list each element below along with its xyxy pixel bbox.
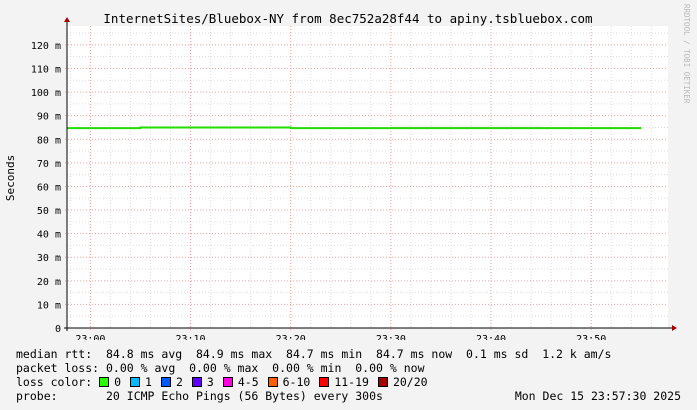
loss-color-item: 2 (160, 375, 183, 389)
loss-color-legend: loss color: 0 1 2 3 4-5 6-10 11-19 20/20 (16, 375, 437, 389)
loss-color-swatch (267, 377, 278, 387)
chart-title: InternetSites/Bluebox-NY from 8ec752a28f… (103, 11, 592, 26)
y-tick-label: 50 m (37, 206, 61, 217)
x-tick-label: 23:10 (175, 334, 205, 340)
x-tick-label: 23:40 (476, 334, 506, 340)
y-tick-label: 110 m (31, 64, 61, 75)
y-tick-label: 100 m (31, 88, 61, 99)
loss-color-item: 11-19 (319, 375, 369, 389)
y-tick-label: 80 m (37, 135, 61, 146)
plot-area (67, 26, 668, 328)
loss-color-label: 2 (175, 375, 183, 389)
x-axis-arrow (672, 325, 677, 331)
median-rtt-line: median rtt: 84.8 ms avg 84.9 ms max 84.7… (16, 347, 612, 361)
x-tick-label: 23:50 (576, 334, 606, 340)
loss-color-item: 1 (130, 375, 152, 389)
loss-color-item: 4-5 (222, 375, 259, 389)
y-tick-label: 60 m (37, 182, 61, 193)
loss-color-label: 11-19 (334, 375, 369, 389)
loss-color-swatch (191, 377, 202, 387)
loss-color-item: 3 (191, 375, 214, 389)
watermark: RRDTOOL / TOBI OETIKER (682, 4, 691, 104)
loss-color-label: loss color: (16, 375, 100, 389)
median-rtt-line (67, 126, 642, 130)
loss-color-item: 6-10 (267, 375, 311, 389)
loss-color-label: 6-10 (282, 375, 311, 389)
loss-color-swatch (160, 377, 171, 387)
loss-color-swatch (377, 377, 388, 387)
y-tick-label: 90 m (37, 112, 61, 123)
y-axis-label: Seconds (4, 155, 17, 201)
loss-color-swatch (99, 377, 110, 387)
y-tick-label: 0 (55, 324, 61, 335)
loss-color-swatch (319, 377, 330, 387)
loss-color-label: 0 (114, 375, 122, 389)
y-tick-label: 40 m (37, 230, 61, 241)
loss-color-label: 20/20 (392, 375, 428, 389)
loss-color-item: 0 (99, 375, 121, 389)
loss-color-swatch (130, 377, 141, 387)
y-axis-arrow (64, 17, 70, 22)
y-tick-label: 30 m (37, 253, 61, 264)
loss-color-swatch (222, 377, 233, 387)
timestamp: Mon Dec 15 23:57:30 2025 (514, 389, 681, 403)
y-tick-label: 120 m (31, 41, 61, 52)
y-tick-label: 70 m (37, 159, 61, 170)
x-tick-label: 23:00 (75, 334, 105, 340)
probe-line: probe: 20 ICMP Echo Pings (56 Bytes) eve… (16, 389, 383, 403)
packet-loss-line: packet loss: 0.00 % avg 0.00 % max 0.00 … (16, 361, 425, 375)
y-tick-label: 10 m (37, 300, 61, 311)
loss-color-label: 4-5 (237, 375, 259, 389)
loss-color-label: 3 (206, 375, 214, 389)
loss-color-label: 1 (145, 375, 152, 389)
y-tick-label: 20 m (37, 277, 61, 288)
x-tick-label: 23:30 (376, 334, 406, 340)
x-tick-label: 23:20 (276, 334, 306, 340)
loss-color-item: 20/20 (377, 375, 428, 389)
chart: 0 10 m 20 m 30 m 40 m 50 m 60 m 70 m 80 m 90 m 100… (4, 4, 691, 340)
